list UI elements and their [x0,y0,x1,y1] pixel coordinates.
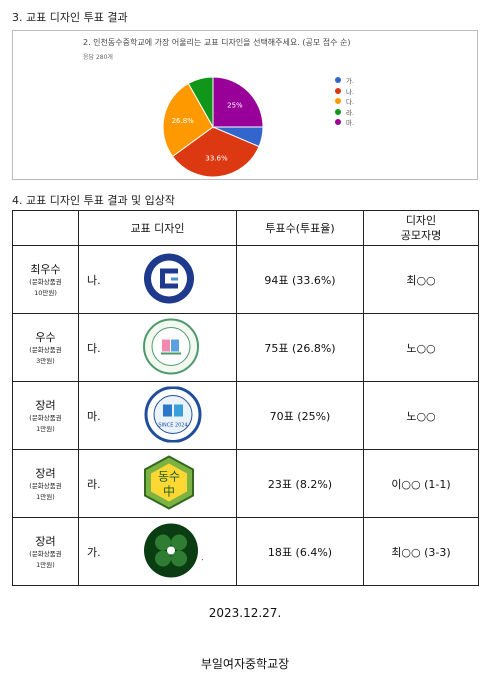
pie-data-label: 25% [227,102,243,110]
designer-cell: 최○○ [363,245,479,314]
award-prize-line: 3만원) [36,356,55,365]
award-prize-line: (문화상품권 [29,277,62,286]
survey-question: 2. 인천동수중학교에 가장 어울리는 교표 디자인을 선택해주세요. (공모 … [83,38,351,47]
legend-label: 나. [346,87,355,96]
green-emblem-icon [143,318,199,377]
pie-chart: 33.6% 26.8% 25% [162,76,264,178]
designer-cell: 노○○ [363,381,479,450]
survey-total: 응답 280개 [83,54,113,61]
pie-slice-3 [162,82,214,158]
legend-swatch [335,108,341,115]
votes-cell: 75표 (26.8%) [236,313,364,382]
legend-swatch [335,87,341,94]
table-row: 장려 (문화상품권 1만원) 마. SINCE 2024 70표 (25%) 노○… [12,381,479,450]
votes-cell: 70표 (25%) [236,381,364,450]
award-name: 장려 [35,466,56,480]
designer-cell: 노○○ [363,313,479,382]
table-row: 우수 (문화상품권 3만원) 다. 75표 (26.8%) 노○○ [12,313,479,382]
legend-label: 다. [346,98,355,107]
section-title-vote-results: 3. 교표 디자인 투표 결과 [12,11,128,24]
table-row: 장려 (문화상품권 1만원) 라. 동수 中 23표 (8.2%) 이○○ (1-… [12,449,479,518]
award-prize-line: (문화상품권 [29,413,62,422]
design-cell: 다. [78,313,237,382]
legend-label: 마. [346,119,355,128]
svg-text:동수: 동수 [158,469,180,483]
header-designer: 디자인 공모자명 [363,210,479,246]
design-letter: 라. [87,477,101,491]
award-name: 장려 [35,534,56,548]
survey-chart-card: 2. 인천동수중학교에 가장 어울리는 교표 디자인을 선택해주세요. (공모 … [12,30,478,180]
legend-swatch [335,98,341,105]
design-cell: 가. ` [78,517,237,586]
svg-text:SINCE 2024: SINCE 2024 [158,422,187,428]
pie-data-label: 26.8% [172,117,195,125]
award-prize-line: 10만원) [34,288,57,297]
svg-text:`: ` [201,557,203,567]
award-prize-line: 1만원) [36,424,55,433]
design-letter: 다. [87,341,101,355]
header-design: 교표 디자인 [78,210,237,246]
award-cell: 우수 (문화상품권 3만원) [12,313,79,382]
votes-cell: 23표 (8.2%) [236,449,364,518]
legend-item: 가. [335,75,354,86]
legend-item: 다. [335,96,354,107]
header-designer-label: 디자인 공모자명 [400,214,442,242]
header-votes: 투표수(투표율) [236,210,364,246]
pie-slice-5 [212,76,264,128]
award-cell: 장려 (문화상품권 1만원) [12,381,79,450]
design-cell: 나. [78,245,237,314]
pie-data-label: 33.6% [205,154,228,162]
votes-cell: 18표 (6.4%) [236,517,364,586]
designer-cell: 이○○ (1-1) [363,449,479,518]
pie-slice-2 [171,126,260,178]
section-title-awards: 4. 교표 디자인 투표 결과 및 입상작 [12,194,176,207]
award-cell: 최우수 (문화상품권 10만원) [12,245,79,314]
design-letter: 가. [87,545,101,559]
design-letter: 나. [87,273,101,287]
table-row: 장려 (문화상품권 1만원) 가. ` 18표 (6.4%) 최○○ (3-3) [12,517,479,586]
legend-swatch [335,119,341,126]
table-header-row: 교표 디자인 투표수(투표율) 디자인 공모자명 [12,210,479,246]
designer-cell: 최○○ (3-3) [363,517,479,586]
legend-item: 라. [335,107,354,118]
results-table: 교표 디자인 투표수(투표율) 디자인 공모자명 최우수 (문화상품권 10만원)… [12,210,479,586]
award-prize-line: (문화상품권 [29,345,62,354]
design-cell: 마. SINCE 2024 [78,381,237,450]
hexagon-emblem-icon: 동수 中 [143,454,195,513]
legend-label: 라. [346,108,355,117]
award-name: 최우수 [30,262,61,276]
header-award [12,210,79,246]
legend-item: 마. [335,117,354,128]
blue-emblem-icon [143,252,195,307]
footer-date: 2023.12.27. [208,606,282,620]
award-prize-line: 1만원) [36,560,55,569]
chart-legend: 가. 나. 다. 라. 마. [335,75,354,128]
table-row: 최우수 (문화상품권 10만원) 나. 94표 (33.6%) 최○○ [12,245,479,314]
award-cell: 장려 (문화상품권 1만원) [12,517,79,586]
award-prize-line: (문화상품권 [29,549,62,558]
footer-school: 부일여자중학교장 [200,657,290,671]
award-name: 장려 [35,398,56,412]
blue-seal-icon: SINCE 2024 [143,385,203,445]
award-cell: 장려 (문화상품권 1만원) [12,449,79,518]
svg-text:中: 中 [163,483,175,498]
award-prize-line: 1만원) [36,492,55,501]
design-letter: 마. [87,409,101,423]
clover-emblem-icon: ` [143,521,205,582]
votes-cell: 94표 (33.6%) [236,245,364,314]
legend-item: 나. [335,86,354,97]
award-name: 우수 [35,330,56,344]
design-cell: 라. 동수 中 [78,449,237,518]
legend-swatch [335,77,341,84]
legend-label: 가. [346,77,355,86]
award-prize-line: (문화상품권 [29,481,62,490]
